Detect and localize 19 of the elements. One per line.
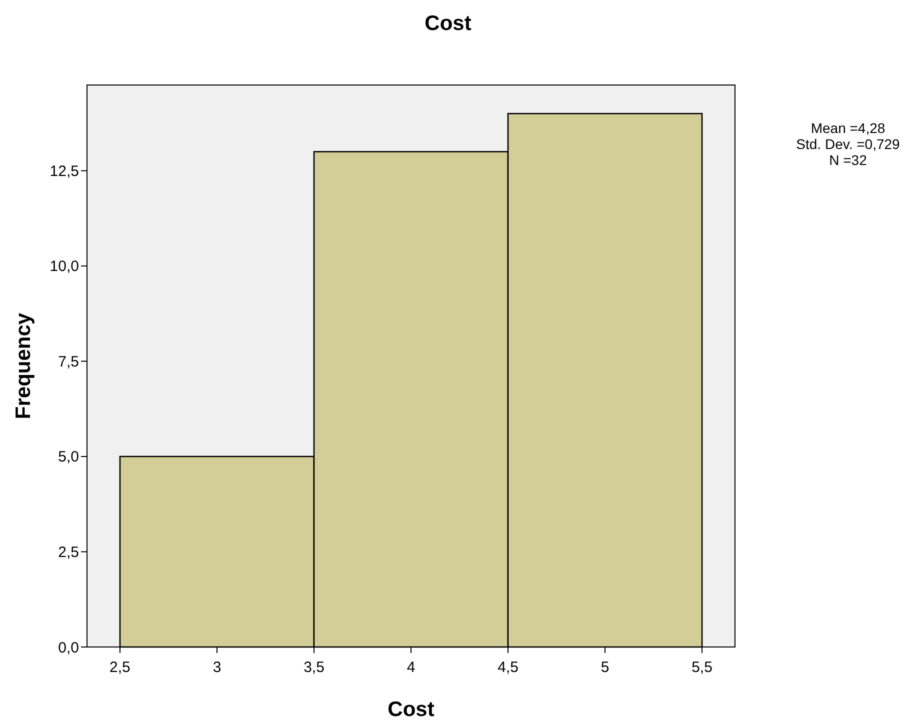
y-tick-label: 2,5 xyxy=(58,544,79,561)
y-tick-label: 0,0 xyxy=(58,639,79,656)
text: N =32 xyxy=(829,152,868,168)
x-tick-label: 5,5 xyxy=(692,659,712,676)
text: Mean =4,28 xyxy=(810,120,886,136)
y-tick-label: 12,5 xyxy=(50,162,79,180)
y-tick-label: 5,0 xyxy=(58,448,79,466)
x-axis-title: Cost xyxy=(388,698,434,720)
x-tick-label: 4 xyxy=(406,659,416,676)
x-tick-label: 3 xyxy=(212,659,222,676)
x-tick-label: 3,5 xyxy=(304,659,324,676)
y-tick-label: 10,0 xyxy=(50,258,79,276)
x-tick-label: 2,5 xyxy=(110,659,130,676)
x-tick-label: 5 xyxy=(600,659,610,676)
y-tick-label: 7,5 xyxy=(58,353,79,370)
text: Std. Dev. =0,729 xyxy=(796,136,900,152)
chart-title: Cost xyxy=(424,12,472,35)
x-tick-label: 4,5 xyxy=(498,659,518,676)
y-axis-title: Frequency xyxy=(12,312,35,420)
